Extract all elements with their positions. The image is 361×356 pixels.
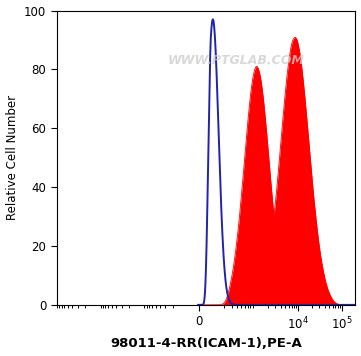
Text: WWW.PTGLAB.COM: WWW.PTGLAB.COM: [168, 54, 304, 67]
X-axis label: 98011-4-RR(ICAM-1),PE-A: 98011-4-RR(ICAM-1),PE-A: [110, 337, 302, 350]
Y-axis label: Relative Cell Number: Relative Cell Number: [5, 95, 18, 220]
